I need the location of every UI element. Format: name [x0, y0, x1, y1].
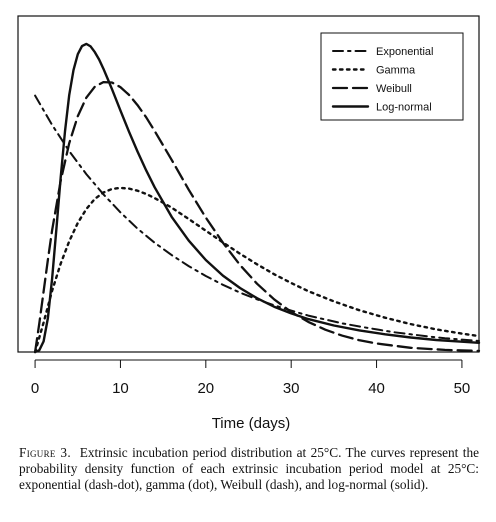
series-layer	[33, 42, 481, 354]
x-tick-label: 20	[197, 380, 214, 397]
legend-label: Gamma	[376, 65, 416, 77]
x-tick-label: 50	[454, 380, 471, 397]
series-line-gamma	[33, 186, 481, 354]
figure-caption: Figure 3. Extrinsic incubation period di…	[19, 445, 479, 493]
figure-label: Figure 3.	[19, 445, 71, 460]
x-axis-title: Time (days)	[212, 415, 291, 432]
plot-frame	[17, 15, 480, 353]
legend: Exponential Gamma Weibull Log-normal	[320, 32, 464, 121]
x-tick-label: 40	[368, 380, 385, 397]
x-tick-label: 0	[31, 380, 39, 397]
legend-label: Log-normal	[376, 102, 432, 114]
legend-label: Exponential	[376, 46, 434, 58]
series-line-exponential	[34, 94, 480, 342]
caption-text: Extrinsic incubation period distribution…	[19, 445, 479, 492]
series-line-log-normal	[33, 42, 481, 354]
incubation-period-chart: 0 10 20 30 40 50 Time (days) Exponential Gamma…	[17, 15, 481, 432]
x-tick-label: 30	[283, 380, 300, 397]
legend-label: Weibull	[376, 83, 412, 95]
x-tick-label: 10	[112, 380, 129, 397]
series-line-weibull	[33, 80, 481, 354]
x-axis: 0 10 20 30 40 50	[31, 359, 471, 397]
